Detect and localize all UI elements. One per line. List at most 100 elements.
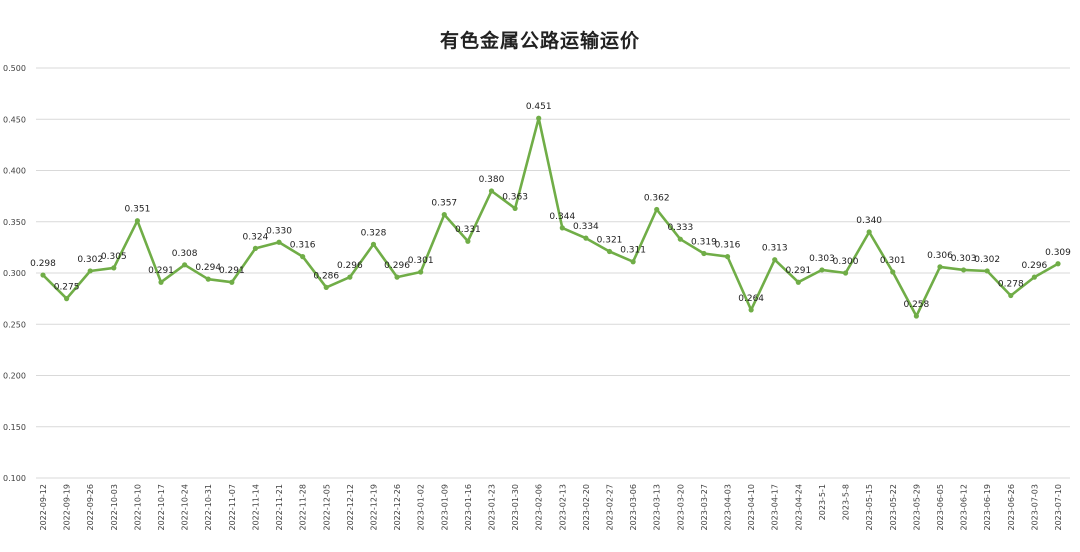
- data-point: [252, 245, 259, 251]
- x-tick-label: 2023-02-20: [582, 484, 591, 531]
- data-point: [1031, 274, 1037, 280]
- data-point: [111, 265, 117, 271]
- data-point: [1055, 261, 1061, 267]
- data-label: 0.278: [998, 280, 1024, 290]
- x-tick-label: 2023-01-02: [417, 484, 426, 531]
- x-tick-label: 2022-12-12: [346, 484, 355, 531]
- x-tick-label: 2023-06-12: [960, 484, 969, 531]
- data-point: [370, 241, 377, 247]
- x-tick-label: 2023-04-03: [724, 484, 733, 531]
- data-point: [441, 211, 447, 218]
- data-point: [748, 307, 754, 313]
- data-label: 0.309: [1045, 248, 1071, 258]
- data-point: [701, 250, 707, 257]
- data-label: 0.340: [856, 216, 882, 226]
- data-point: [536, 115, 542, 121]
- x-tick-label: 2023-01-23: [487, 484, 496, 530]
- data-label: 0.380: [479, 175, 505, 185]
- x-tick-label: 2023-05-29: [912, 484, 921, 531]
- x-tick-label: 2022-11-07: [228, 484, 237, 531]
- data-label: 0.300: [833, 257, 859, 267]
- data-point: [984, 268, 990, 274]
- x-tick-label: 2023-01-16: [464, 484, 473, 531]
- data-point: [276, 239, 282, 245]
- data-point: [606, 248, 613, 255]
- y-axis-ticks: 0.100 0.150 0.200 0.250 0.300 0.350 0.400 0.450…: [3, 64, 26, 483]
- data-label: 0.303: [951, 254, 977, 264]
- data-label: 0.275: [54, 283, 80, 293]
- data-point: [465, 238, 471, 244]
- x-tick-label: 2023-06-19: [983, 484, 992, 531]
- data-label: 0.296: [384, 261, 410, 271]
- x-tick-label: 2023-04-17: [771, 484, 780, 531]
- x-tick-label: 2023-02-06: [535, 484, 544, 531]
- data-label: 0.321: [597, 235, 623, 245]
- x-tick-label: 2023-03-20: [676, 484, 685, 531]
- data-point: [677, 236, 683, 242]
- data-label: 0.319: [691, 238, 717, 248]
- data-label: 0.306: [927, 251, 953, 261]
- x-tick-label: 2023-02-13: [558, 484, 567, 531]
- data-label: 0.301: [880, 256, 906, 266]
- x-tick-label: 2023-06-05: [936, 484, 945, 531]
- gridlines: [36, 67, 1070, 479]
- data-label: 0.301: [408, 256, 434, 266]
- data-label: 0.316: [290, 241, 316, 251]
- x-tick-label: 2023-03-06: [629, 484, 638, 531]
- data-label: 0.324: [243, 232, 269, 242]
- x-tick-label: 2023-5-1: [818, 484, 827, 520]
- x-tick-label: 2023-01-30: [511, 484, 520, 531]
- x-tick-label: 2023-04-24: [794, 484, 803, 531]
- y-tick-label: 0.300: [3, 269, 26, 278]
- data-point: [394, 274, 400, 280]
- x-tick-label: 2022-12-05: [322, 484, 331, 531]
- x-tick-label: 2022-09-19: [63, 484, 72, 531]
- data-point: [87, 268, 93, 274]
- x-tick-label: 2022-09-26: [86, 484, 95, 531]
- data-point: [866, 229, 872, 235]
- data-point: [937, 264, 943, 270]
- data-point: [512, 205, 518, 212]
- x-tick-label: 2023-01-09: [440, 484, 449, 531]
- x-tick-label: 2023-07-03: [1030, 484, 1039, 531]
- data-label: 0.303: [809, 254, 835, 264]
- data-labels: 0.2980.2750.3020.3050.3510.2910.3080.294…: [30, 102, 1071, 310]
- x-tick-label: 2023-02-27: [606, 484, 615, 531]
- x-tick-label: 2022-11-14: [251, 484, 260, 531]
- data-point: [1008, 292, 1014, 299]
- data-point: [960, 267, 967, 273]
- data-label: 0.313: [762, 244, 788, 254]
- data-point: [300, 254, 306, 260]
- data-label: 0.316: [715, 241, 741, 251]
- x-axis-ticks: 2022-09-12 2022-09-19 2022-09-26 2022-10-03…: [39, 484, 1063, 531]
- data-label: 0.328: [361, 228, 387, 238]
- data-label: 0.291: [219, 266, 245, 276]
- series-line-path: [41, 116, 1060, 318]
- data-label: 0.363: [502, 192, 528, 202]
- data-point: [205, 276, 211, 282]
- series-line: [41, 116, 1060, 318]
- data-label: 0.305: [101, 252, 127, 262]
- x-tick-label: 2023-5-8: [842, 484, 851, 520]
- x-tick-label: 2022-10-17: [157, 484, 166, 531]
- x-tick-label: 2022-11-21: [275, 484, 284, 531]
- data-label: 0.294: [195, 263, 221, 273]
- data-point: [134, 218, 141, 224]
- data-label: 0.357: [431, 199, 457, 209]
- x-tick-label: 2023-05-22: [889, 484, 898, 531]
- x-tick-label: 2022-12-26: [393, 484, 402, 531]
- data-point: [182, 262, 188, 268]
- data-label: 0.308: [172, 249, 198, 259]
- data-label: 0.291: [148, 266, 174, 276]
- data-label: 0.362: [644, 193, 670, 203]
- data-label: 0.258: [903, 300, 929, 310]
- data-label: 0.302: [77, 255, 103, 265]
- data-label: 0.344: [549, 212, 575, 222]
- data-label: 0.291: [785, 266, 811, 276]
- data-label: 0.331: [455, 225, 481, 235]
- data-point: [630, 259, 636, 265]
- y-tick-label: 0.450: [3, 115, 26, 124]
- x-tick-label: 2023-04-10: [747, 484, 756, 531]
